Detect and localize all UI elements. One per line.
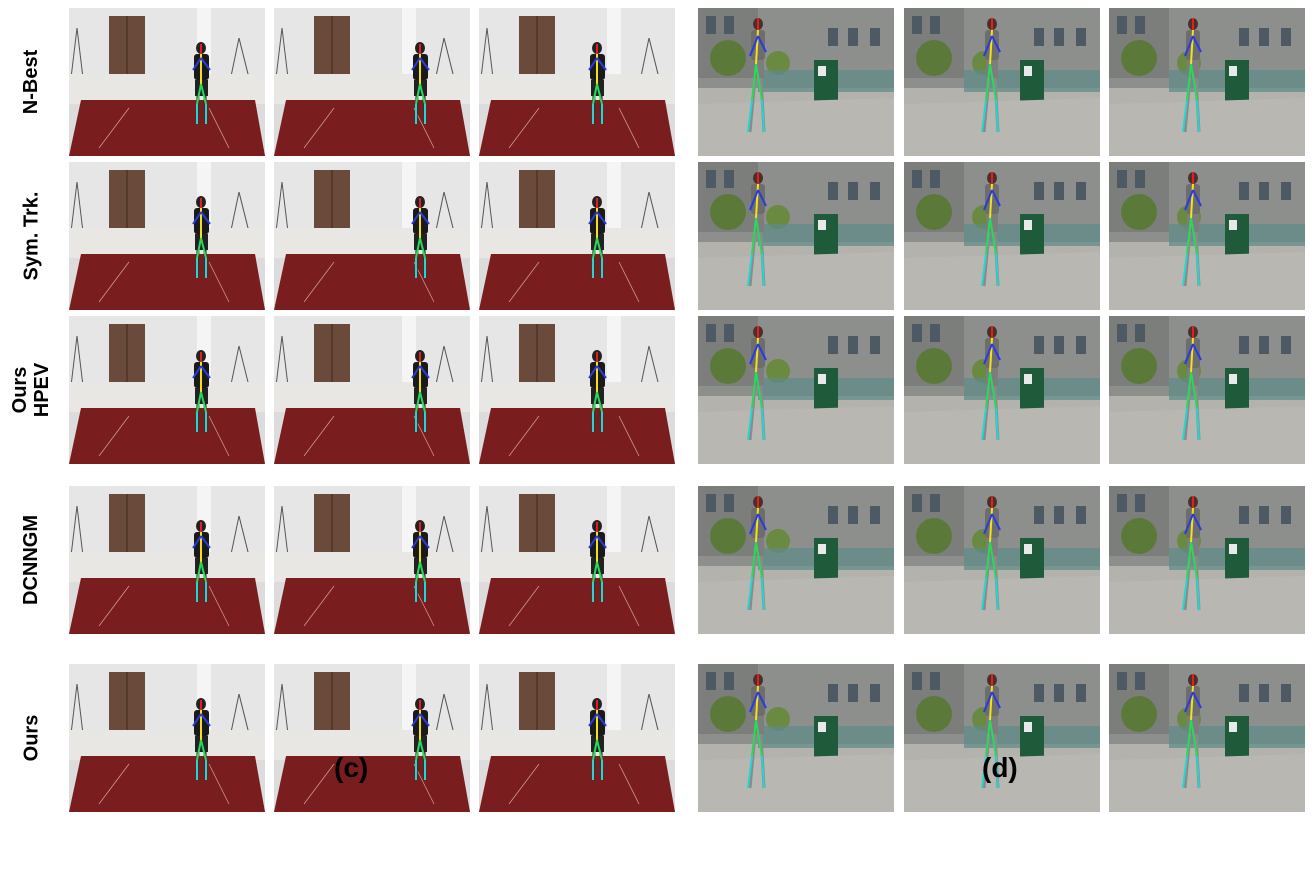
panel-d-frame-r2-c0 <box>698 316 894 464</box>
panel-c-frame-r2-c1 <box>274 316 470 464</box>
panel-c-frame-r4-c1 <box>274 664 470 812</box>
row-label-text: HPEV <box>31 362 53 418</box>
panel-c-frame-r0-c1 <box>274 8 470 156</box>
panel-c-frame-r2-c2 <box>479 316 675 464</box>
panel-c-frame-r1-c2 <box>479 162 675 310</box>
panel-c-frame-r2-c0 <box>69 316 265 464</box>
row-label-text: DCNNGM <box>20 515 42 605</box>
panel-d-frame-r2-c2 <box>1109 316 1305 464</box>
panel-c-frame-r3-c1 <box>274 486 470 634</box>
row-label-3: DCNNGM <box>0 486 62 634</box>
row-label-text: Ours <box>9 366 31 414</box>
row-label-text: N-Best <box>20 49 43 115</box>
panel-d-frame-r3-c0 <box>698 486 894 634</box>
panel-d-frame-r1-c0 <box>698 162 894 310</box>
panel-c-frame-r4-c2 <box>479 664 675 812</box>
panel-d-frame-r4-c2 <box>1109 664 1305 812</box>
panel-d-frame-r0-c1 <box>904 8 1100 156</box>
row-label-2: Ours HPEV <box>0 316 62 464</box>
panel-c-frame-r3-c2 <box>479 486 675 634</box>
panel-d-frame-r3-c1 <box>904 486 1100 634</box>
panel-c-frame-r0-c2 <box>479 8 675 156</box>
row-label-0: N-Best <box>0 8 62 156</box>
panel-c-frame-r3-c0 <box>69 486 265 634</box>
panel-d-frame-r1-c2 <box>1109 162 1305 310</box>
panel-d-frame-r3-c2 <box>1109 486 1305 634</box>
panel-caption-c: (c) <box>334 752 369 783</box>
panel-c-frame-r1-c1 <box>274 162 470 310</box>
panel-c-frame-r1-c0 <box>69 162 265 310</box>
panel-c-frame-r4-c0 <box>69 664 265 812</box>
panel-d-frame-r2-c1 <box>904 316 1100 464</box>
panel-c-frame-r0-c0 <box>69 8 265 156</box>
row-label-1: Sym. Trk. <box>0 162 62 310</box>
panel-d-frame-r0-c2 <box>1109 8 1305 156</box>
panel-d-frame-r4-c0 <box>698 664 894 812</box>
row-label-text: Ours <box>20 714 42 762</box>
panel-d-frame-r4-c1 <box>904 664 1100 812</box>
row-label-text: Sym. Trk. <box>20 191 42 281</box>
panel-d-frame-r1-c1 <box>904 162 1100 310</box>
row-label-4: Ours <box>0 664 62 812</box>
panel-d-frame-r0-c0 <box>698 8 894 156</box>
panel-caption-d: (d) <box>982 752 1018 783</box>
